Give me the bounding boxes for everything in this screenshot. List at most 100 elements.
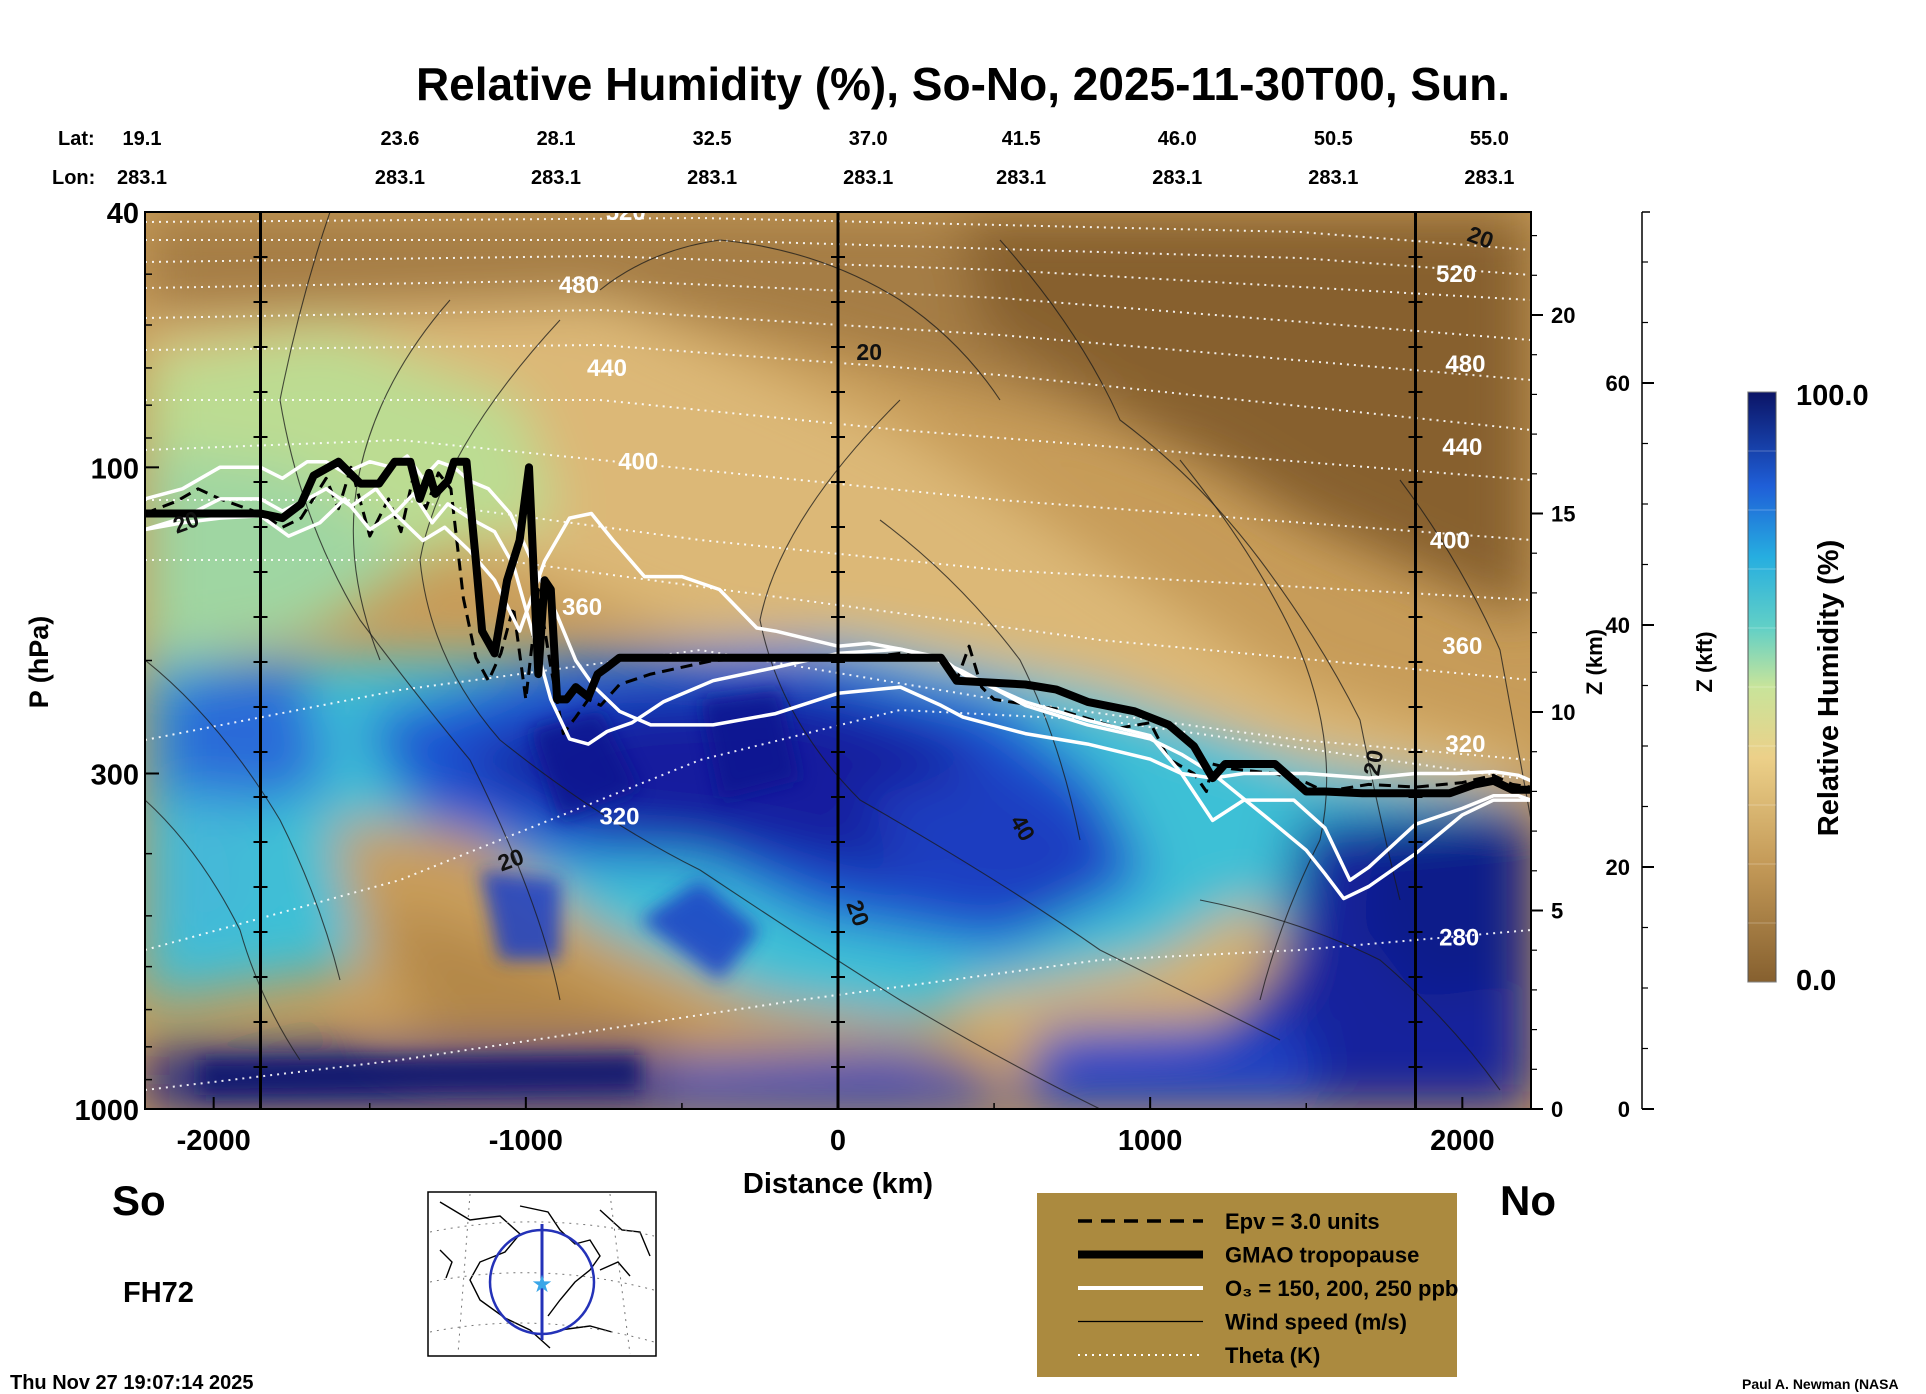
legend-items: Epv = 3.0 units GMAO tropopause O₃ = 150, … (1078, 1209, 1458, 1368)
theta-line (145, 929, 1531, 1091)
lat-lon-header: 19.1 23.6 28.1 32.5 37.0 41.5 46.0 50.5 55.0 283.… (117, 128, 1514, 189)
wind-speed-line (1199, 899, 1501, 1091)
latitude-label: 50.5 (1314, 128, 1353, 150)
longitude-label: 283.1 (531, 167, 581, 189)
theta-label: 360 (562, 594, 602, 621)
colorbar-max-label: 100.0 (1796, 380, 1869, 412)
lat-row-label: Lat: (58, 128, 95, 150)
wind-speed-label: 20 (856, 339, 882, 365)
z-km-tick-label: 15 (1551, 502, 1575, 527)
legend-label: Theta (K) (1225, 1343, 1320, 1368)
longitude-label: 283.1 (843, 167, 893, 189)
z-km-tick-label: 0 (1551, 1097, 1563, 1122)
longitude-label: 283.1 (687, 167, 737, 189)
longitude-label: 283.1 (996, 167, 1046, 189)
wind-speed-line (279, 212, 561, 1001)
legend-label: Epv = 3.0 units (1225, 1209, 1380, 1234)
z-kft-axis-title: Z (kft) (1692, 631, 1717, 692)
ozone-contour-line (145, 497, 1531, 901)
theta-label: 360 (1442, 633, 1482, 660)
epv-line (145, 465, 1531, 793)
x-tick-label: 1000 (1118, 1125, 1183, 1157)
latitude-label: 23.6 (380, 128, 419, 150)
z-km-tick-label: 20 (1551, 303, 1575, 328)
z-km-tick-label: 5 (1551, 899, 1563, 924)
wind-speed-line (879, 519, 1081, 841)
legend-label: O₃ = 150, 200, 250 ppb (1225, 1276, 1458, 1301)
ozone-contour-line (145, 454, 1531, 783)
theta-label: 280 (1439, 924, 1479, 951)
latitude-label: 28.1 (537, 128, 576, 150)
x-axis: -2000 -1000 0 1000 2000 (177, 1097, 1495, 1157)
x-tick-label: -1000 (489, 1125, 563, 1157)
latitude-label: 32.5 (693, 128, 732, 150)
inset-map-coastlines (439, 1201, 651, 1349)
theta-line (145, 239, 1531, 276)
colorbar-title: Relative Humidity (%) (1813, 540, 1845, 837)
y-axis-z-km: 0 5 10 15 20 (1531, 235, 1575, 1122)
z-km-tick-label: 10 (1551, 700, 1575, 725)
legend-box (1037, 1193, 1457, 1377)
theta-label: 440 (587, 355, 627, 382)
theta-label: 400 (1430, 527, 1470, 554)
y-axis-z-kft: 0 20 40 60 (1606, 211, 1654, 1122)
longitude-label: 283.1 (375, 167, 425, 189)
longitude-label: 283.1 (1152, 167, 1202, 189)
theta-line (145, 216, 1531, 251)
theta-label: 400 (618, 449, 658, 476)
wind-speed-label: 20 (1358, 748, 1388, 778)
series-lines (145, 454, 1531, 901)
legend: Epv = 3.0 units GMAO tropopause O₃ = 150, … (1037, 1193, 1458, 1377)
reference-vertical-lines (253, 212, 1423, 1109)
theta-line (145, 254, 1531, 301)
theta-label: 480 (1445, 351, 1485, 378)
longitude-label: 283.1 (117, 167, 167, 189)
theta-label: 320 (1445, 731, 1485, 758)
latitude-label: 55.0 (1470, 128, 1509, 150)
x-tick-label: -2000 (177, 1125, 251, 1157)
longitude-label: 283.1 (1464, 167, 1514, 189)
inset-map-graticule (429, 1193, 655, 1355)
z-kft-tick-label: 60 (1606, 371, 1630, 396)
theta-line (145, 278, 1531, 341)
z-kft-tick-label: 0 (1618, 1097, 1630, 1122)
theta-labels: 520 480 440 400 360 320 520 480 440 400 360 320 280 (559, 199, 1486, 951)
colorbar-min-label: 0.0 (1796, 965, 1836, 997)
wind-speed-lines (145, 212, 1531, 1109)
z-km-axis-title: Z (km) (1582, 629, 1607, 695)
credit-label: Paul A. Newman (NASA (1742, 1376, 1899, 1392)
wind-speed-line (1179, 459, 1328, 1001)
ozone-contour-line (145, 487, 1531, 882)
location-inset-map: ★ (427, 1191, 657, 1357)
theta-line (145, 399, 1531, 481)
theta-line (145, 499, 1531, 601)
south-label: So (112, 1177, 166, 1224)
wind-speed-line (999, 239, 1401, 901)
theta-label: 520 (606, 199, 646, 226)
y-axis-title: P (hPa) (24, 616, 54, 709)
theta-line (145, 648, 1531, 761)
y-tick-label: 100 (91, 453, 139, 485)
wind-speed-line (599, 239, 1001, 401)
longitude-label: 283.1 (1308, 167, 1358, 189)
colorbar-ticks (1748, 391, 1776, 983)
tropopause-line (145, 457, 1531, 798)
legend-label: Wind speed (m/s) (1225, 1310, 1407, 1335)
colorbar (1747, 391, 1777, 983)
north-label: No (1500, 1177, 1556, 1224)
wind-speed-line (145, 659, 341, 981)
chart-title: Relative Humidity (%), So-No, 2025-11-30… (416, 58, 1510, 110)
x-tick-label: 0 (830, 1125, 846, 1157)
y-axis-pressure: 40 100 300 1000 (74, 198, 159, 1127)
timestamp-label: Thu Nov 27 19:07:14 2025 (10, 1372, 253, 1394)
latitude-label: 41.5 (1002, 128, 1041, 150)
lon-row-label: Lon: (52, 167, 95, 189)
x-tick-label: 2000 (1430, 1125, 1495, 1157)
wind-speed-line (352, 299, 451, 661)
theta-label: 320 (599, 803, 639, 830)
theta-label: 520 (1436, 261, 1476, 288)
y-tick-label: 40 (107, 198, 139, 230)
inset-map-center-star-icon: ★ (531, 1270, 553, 1298)
